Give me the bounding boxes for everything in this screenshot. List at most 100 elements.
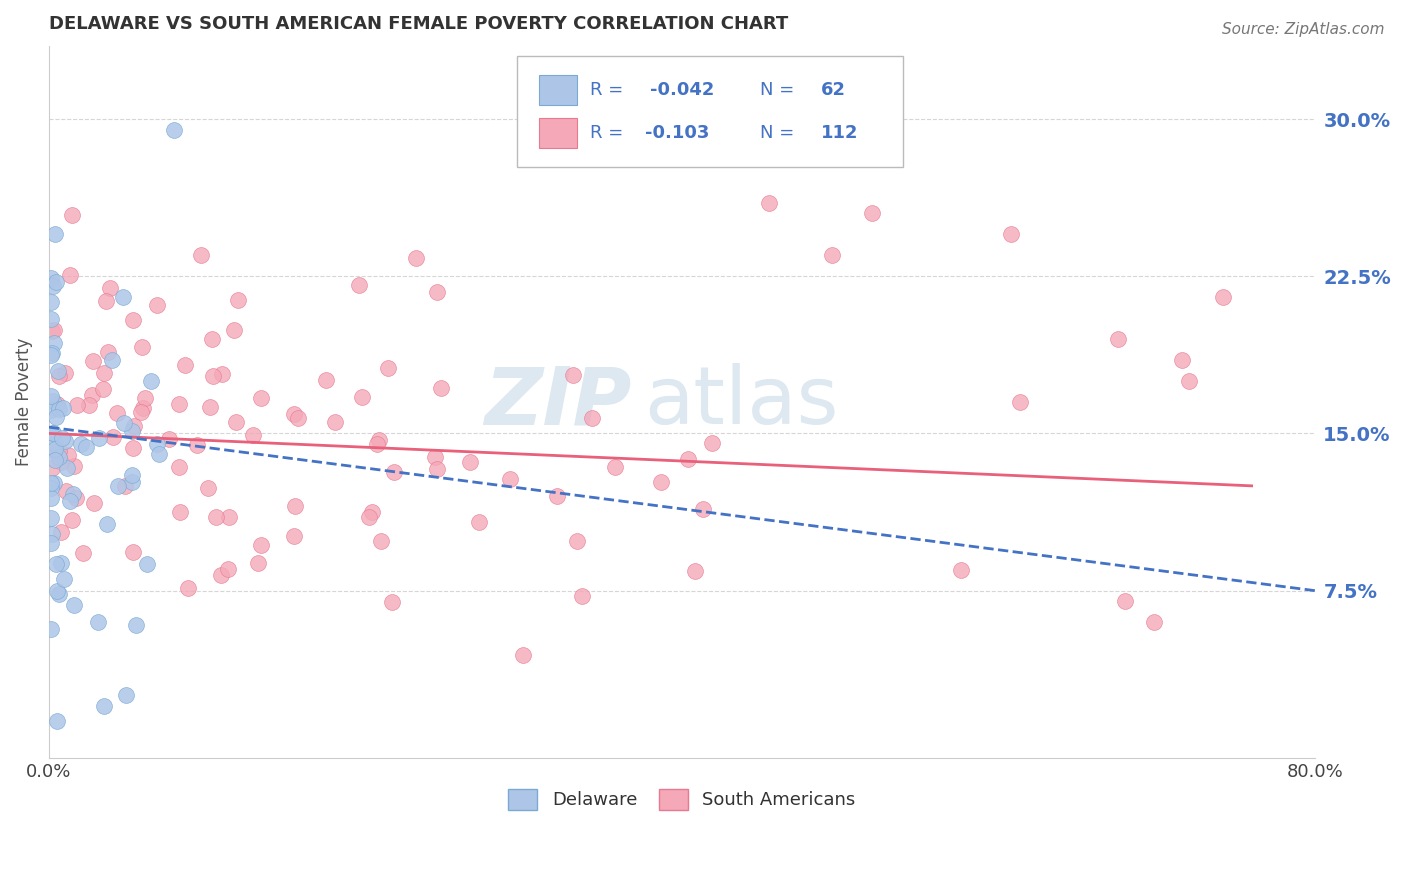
Point [468, 515, 491, 529]
Point [821, 248, 844, 262]
Point [62, 459, 84, 474]
Point [39, 271, 62, 285]
Point [45, 557, 67, 571]
Point [96, 517, 118, 532]
Point [45, 410, 67, 425]
Point [48, 587, 70, 601]
Point [1171, 353, 1194, 368]
Point [284, 500, 307, 514]
Point [430, 381, 453, 395]
Point [377, 361, 399, 376]
Point [357, 509, 380, 524]
Point [65, 491, 87, 505]
Y-axis label: Female Poverty: Female Poverty [15, 338, 32, 467]
Point [129, 405, 152, 419]
Point [146, 437, 169, 451]
Point [44, 444, 66, 458]
FancyBboxPatch shape [538, 75, 576, 105]
Point [132, 401, 155, 415]
Point [382, 465, 405, 479]
Text: R =: R = [589, 81, 628, 99]
Point [174, 358, 197, 372]
Point [197, 481, 219, 495]
Point [56, 461, 79, 475]
Point [39, 511, 62, 525]
Point [360, 505, 382, 519]
Point [59, 494, 82, 508]
Point [66, 398, 89, 412]
Point [352, 390, 374, 404]
Point [45, 584, 67, 599]
Point [676, 452, 699, 467]
Point [39, 622, 62, 636]
Point [368, 433, 391, 447]
Point [581, 411, 603, 425]
Point [145, 298, 167, 312]
Point [201, 368, 224, 383]
Point [347, 277, 370, 292]
Point [148, 447, 170, 461]
Point [93, 366, 115, 380]
Point [136, 557, 159, 571]
Point [1212, 290, 1234, 304]
Point [121, 313, 143, 327]
Point [692, 502, 714, 516]
Point [87, 615, 110, 629]
Point [1107, 332, 1129, 346]
Point [121, 475, 143, 490]
Point [700, 435, 723, 450]
Point [1114, 594, 1136, 608]
Point [139, 374, 162, 388]
Point [758, 195, 780, 210]
Text: 62: 62 [821, 81, 846, 99]
Point [75, 440, 97, 454]
Point [58, 448, 80, 462]
Point [41, 527, 63, 541]
Point [122, 419, 145, 434]
Point [55, 484, 77, 499]
Point [82, 354, 104, 368]
Point [134, 392, 156, 406]
Point [249, 391, 271, 405]
Point [860, 206, 883, 220]
Point [225, 416, 247, 430]
Point [283, 529, 305, 543]
Point [242, 427, 264, 442]
Point [950, 563, 973, 577]
Point [44, 442, 66, 456]
Point [571, 590, 593, 604]
Point [44, 437, 66, 451]
Point [42, 323, 65, 337]
Text: ZIP: ZIP [484, 363, 631, 441]
Point [39, 536, 62, 550]
Point [53, 434, 76, 449]
Point [177, 582, 200, 596]
Point [287, 411, 309, 425]
Point [499, 471, 522, 485]
Point [83, 496, 105, 510]
Text: DELAWARE VS SOUTH AMERICAN FEMALE POVERTY CORRELATION CHART: DELAWARE VS SOUTH AMERICAN FEMALE POVERT… [49, 15, 789, 33]
Point [69, 437, 91, 451]
Point [169, 505, 191, 519]
Point [48, 444, 70, 458]
Point [131, 340, 153, 354]
Point [200, 400, 222, 414]
Point [98, 281, 121, 295]
Point [249, 539, 271, 553]
Point [60, 513, 83, 527]
Point [157, 432, 180, 446]
Point [121, 425, 143, 439]
Point [44, 227, 66, 242]
Point [41, 461, 63, 475]
Point [77, 398, 100, 412]
Point [62, 487, 84, 501]
Point [42, 336, 65, 351]
Point [201, 332, 224, 346]
Point [44, 453, 66, 467]
Point [48, 450, 70, 464]
Point [125, 618, 148, 632]
Point [51, 455, 73, 469]
Point [1000, 227, 1022, 242]
Point [39, 348, 62, 362]
Point [405, 251, 427, 265]
